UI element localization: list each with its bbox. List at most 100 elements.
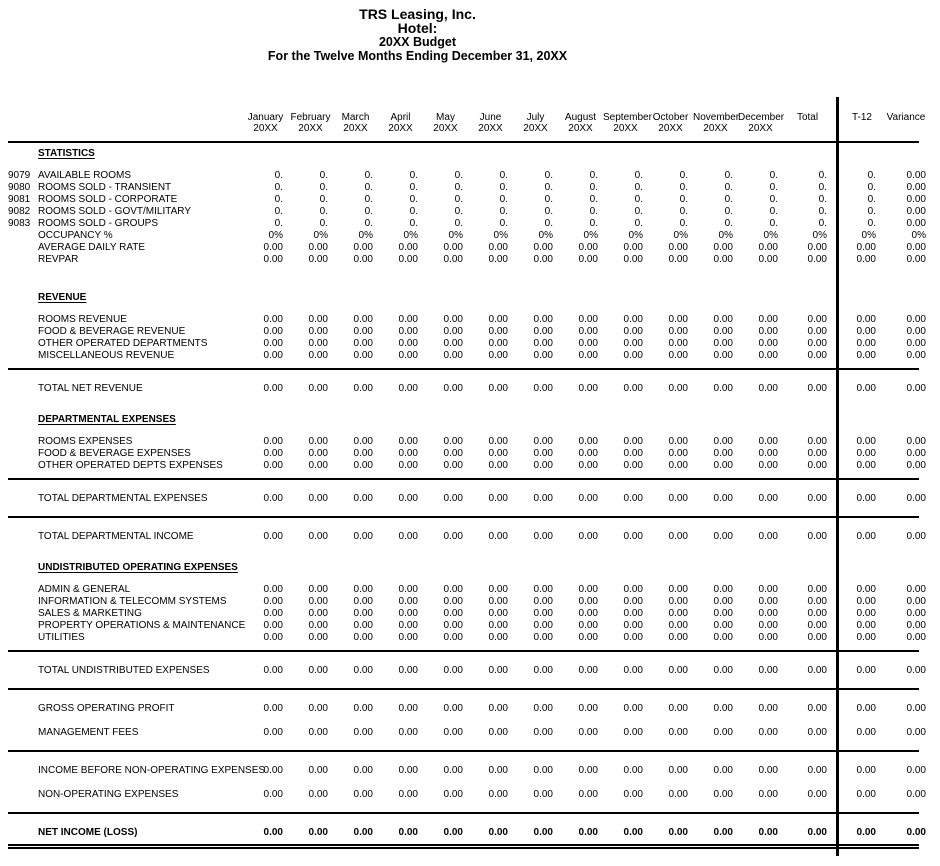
cell-value: 0.00 [713,530,733,542]
cell-value: 0.00 [623,338,643,349]
cell-value: 0.00 [758,596,778,607]
account-code [0,782,38,806]
cell-value: 0.00 [807,254,827,265]
cell-value: 0.00 [906,584,926,595]
cell-value: 0.00 [263,326,283,337]
column-header-line2: 20XX [523,123,548,134]
column-header-line2: 20XX [388,123,413,134]
cell-value: 0.00 [807,350,827,361]
section-header: UNDISTRIBUTED OPERATING EXPENSES [38,560,926,574]
cell-value: 0. [544,194,553,205]
cell-value: 0. [724,170,733,181]
cell-value: 0.00 [906,242,926,253]
account-code [0,608,38,620]
cell-value: 0.00 [807,608,827,619]
cell-value: 0. [634,170,643,181]
cell-value: 0% [448,230,463,241]
cell-value: 0.00 [443,492,463,504]
cell-value: 0. [589,194,598,205]
row-label: OTHER OPERATED DEPTS EXPENSES [38,460,223,471]
cell-value: 0.00 [443,764,463,776]
cell-value: 0.00 [578,492,598,504]
cell-value: 0.00 [398,492,418,504]
cell-value: 0. [454,206,463,217]
cell-value: 0. [274,206,283,217]
cell-value: 0.00 [578,702,598,714]
cell-value: 0.00 [856,350,876,361]
cell-value: 0. [769,194,778,205]
cell-value: 0.00 [856,826,876,838]
account-code: 9081 [8,194,31,205]
column-header-line1: Variance [886,112,926,123]
cell-value: 0.00 [263,530,283,542]
cell-value: 0.00 [906,596,926,607]
cell-value: 0% [861,230,876,241]
cell-value: 0.00 [263,314,283,325]
cell-value: 0. [867,170,876,181]
cell-value: 0. [454,194,463,205]
cell-value: 0.00 [353,350,373,361]
cell-value: 0.00 [263,350,283,361]
cell-value: 0.00 [533,382,553,394]
table-row-data: ROOMS EXPENSES 0.00 0.00 0.00 0.00 0.00 0.00 0.… [0,436,926,448]
cell-value: 0% [812,230,827,241]
table-row-data: ADMIN & GENERAL 0.00 0.00 0.00 0.00 0.00 0.00 0… [0,584,926,596]
cell-value: 0. [679,206,688,217]
table-row-data: 9083 ROOMS SOLD - GROUPS 0. 0. 0. 0. 0. 0. 0. 0. 0… [0,218,926,230]
cell-value: 0.00 [623,448,643,459]
cell-value: 0.00 [623,584,643,595]
cell-value: 0.00 [713,702,733,714]
cell-value: 0.00 [533,530,553,542]
cell-value: 0.00 [668,596,688,607]
cell-value: 0.00 [758,492,778,504]
cell-value: 0.00 [906,826,926,838]
cell-value: 0.00 [668,448,688,459]
cell-value: 0.00 [398,608,418,619]
cell-value: 0% [268,230,283,241]
cell-value: 0. [724,182,733,193]
table-row-rule [0,644,926,658]
cell-value: 0. [634,218,643,229]
cell-value: 0.00 [308,382,328,394]
cell-value: 0.00 [623,608,643,619]
row-label: INFORMATION & TELECOMM SYSTEMS [38,596,227,607]
cell-value: 0.00 [713,584,733,595]
cell-value: 0.00 [443,826,463,838]
table-row-section: REVENUE [0,290,926,304]
column-header-line2: 20XX [703,123,728,134]
row-label: AVAILABLE ROOMS [38,170,131,181]
table-row-total: NON-OPERATING EXPENSES 0.00 0.00 0.00 0.00 0.… [0,782,926,806]
cell-value: 0.00 [578,242,598,253]
cell-value: 0.00 [308,338,328,349]
row-label: FOOD & BEVERAGE REVENUE [38,326,186,337]
cell-value: 0.00 [668,664,688,676]
cell-value: 0.00 [906,170,926,181]
cell-value: 0.00 [807,632,827,643]
cell-value: 0.00 [398,242,418,253]
cell-value: 0. [679,218,688,229]
table-row-rule [0,510,926,524]
cell-value: 0.00 [533,608,553,619]
row-label: FOOD & BEVERAGE EXPENSES [38,448,191,459]
table-row-section: UNDISTRIBUTED OPERATING EXPENSES [0,560,926,574]
column-header-line1: July [526,112,545,123]
cell-value: 0.00 [713,788,733,800]
cell-value: 0.00 [668,702,688,714]
rule-cell [0,682,926,696]
cell-value: 0.00 [578,314,598,325]
row-label: ADMIN & GENERAL [38,584,131,595]
cell-value: 0.00 [443,448,463,459]
cell-value: 0% [911,230,926,241]
cell-value: 0.00 [758,448,778,459]
cell-value: 0. [319,206,328,217]
cell-value: 0.00 [668,530,688,542]
table-row-data: INFORMATION & TELECOMM SYSTEMS 0.00 0.00 0.… [0,596,926,608]
cell-value: 0.00 [807,826,827,838]
cell-value: 0.00 [443,382,463,394]
column-header: May 20XX [418,63,463,141]
cell-value: 0.00 [578,460,598,471]
cell-value: 0.00 [398,826,418,838]
column-header: Variance [876,63,926,141]
row-label: REVPAR [38,254,79,265]
cell-value: 0.00 [758,726,778,738]
